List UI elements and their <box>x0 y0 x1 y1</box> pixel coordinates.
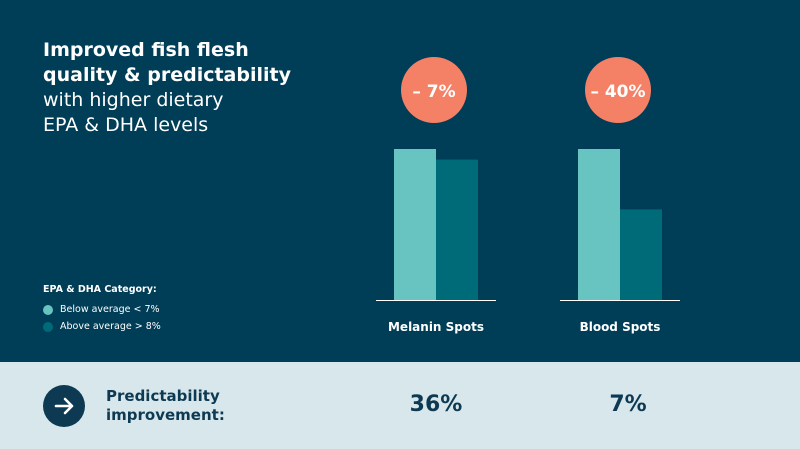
predictability-value-blood: 7% <box>609 392 647 417</box>
legend-label-above: Above average > 8% <box>60 321 161 332</box>
change-badge-label-0: – 7% <box>412 82 455 102</box>
title-line-3: with higher dietary <box>43 89 224 111</box>
bar-chart: Melanin Spots – 7% Blood Spots – 40% <box>376 57 680 334</box>
change-badge-0 <box>401 57 467 123</box>
bar-above-0 <box>436 159 478 300</box>
legend-item-below: Below average < 7% <box>43 301 161 318</box>
legend-title: EPA & DHA Category: <box>43 284 157 295</box>
bar-below-1 <box>578 149 620 300</box>
title-line-1: Improved fish flesh <box>43 39 249 61</box>
chart-legend: EPA & DHA Category: Below average < 7% A… <box>43 284 161 335</box>
bar-below-0 <box>394 149 436 300</box>
legend-swatch-above <box>43 321 53 332</box>
bar-above-1 <box>620 209 662 300</box>
title-line-4: EPA & DHA levels <box>43 114 209 136</box>
bottom-panel: Predictability improvement: 36% 7% <box>0 362 800 449</box>
category-label-1: Blood Spots <box>580 320 661 334</box>
legend-item-above: Above average > 8% <box>43 318 161 335</box>
legend-swatch-below <box>43 304 53 315</box>
predictability-label-line2: improvement: <box>106 406 225 424</box>
change-badge-1 <box>585 57 651 123</box>
predictability-label-line1: Predictability <box>106 387 220 405</box>
category-label-0: Melanin Spots <box>388 320 484 334</box>
legend-label-below: Below average < 7% <box>60 304 160 315</box>
predictability-value-melanin: 36% <box>409 392 463 417</box>
arrow-right-icon <box>43 385 85 427</box>
title-line-2: quality & predictability <box>43 64 291 86</box>
predictability-label: Predictability improvement: <box>106 387 266 425</box>
change-badge-label-1: – 40% <box>590 82 645 102</box>
page-title: Improved fish flesh quality & predictabi… <box>43 38 343 138</box>
